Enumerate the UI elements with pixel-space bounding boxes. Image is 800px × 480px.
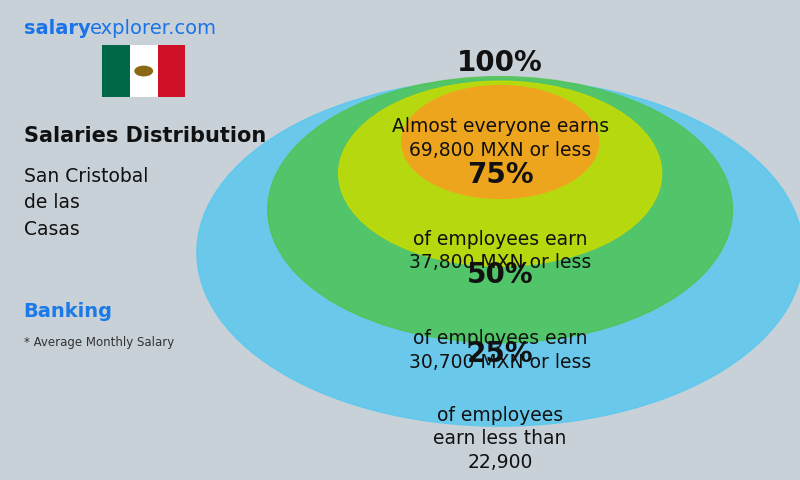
Bar — [130, 45, 158, 97]
Text: 75%: 75% — [467, 161, 534, 190]
Text: Almost everyone earns
69,800 MXN or less: Almost everyone earns 69,800 MXN or less — [391, 117, 609, 160]
Text: 100%: 100% — [458, 48, 543, 77]
Text: Salaries Distribution: Salaries Distribution — [24, 126, 266, 146]
Bar — [102, 45, 130, 97]
Text: * Average Monthly Salary: * Average Monthly Salary — [24, 336, 174, 349]
Text: 50%: 50% — [467, 261, 534, 288]
Circle shape — [338, 81, 662, 266]
Text: Banking: Banking — [24, 302, 113, 321]
Circle shape — [197, 79, 800, 426]
Text: explorer.com: explorer.com — [90, 19, 217, 38]
Circle shape — [268, 77, 733, 343]
Text: salary: salary — [24, 19, 90, 38]
Text: 25%: 25% — [467, 339, 534, 368]
Text: of employees earn
37,800 MXN or less: of employees earn 37,800 MXN or less — [409, 230, 591, 273]
Text: San Cristobal
de las
Casas: San Cristobal de las Casas — [24, 167, 148, 239]
Circle shape — [134, 66, 153, 76]
Bar — [158, 45, 185, 97]
Text: of employees earn
30,700 MXN or less: of employees earn 30,700 MXN or less — [409, 329, 591, 372]
Text: of employees
earn less than
22,900: of employees earn less than 22,900 — [434, 406, 567, 472]
Circle shape — [402, 86, 598, 198]
